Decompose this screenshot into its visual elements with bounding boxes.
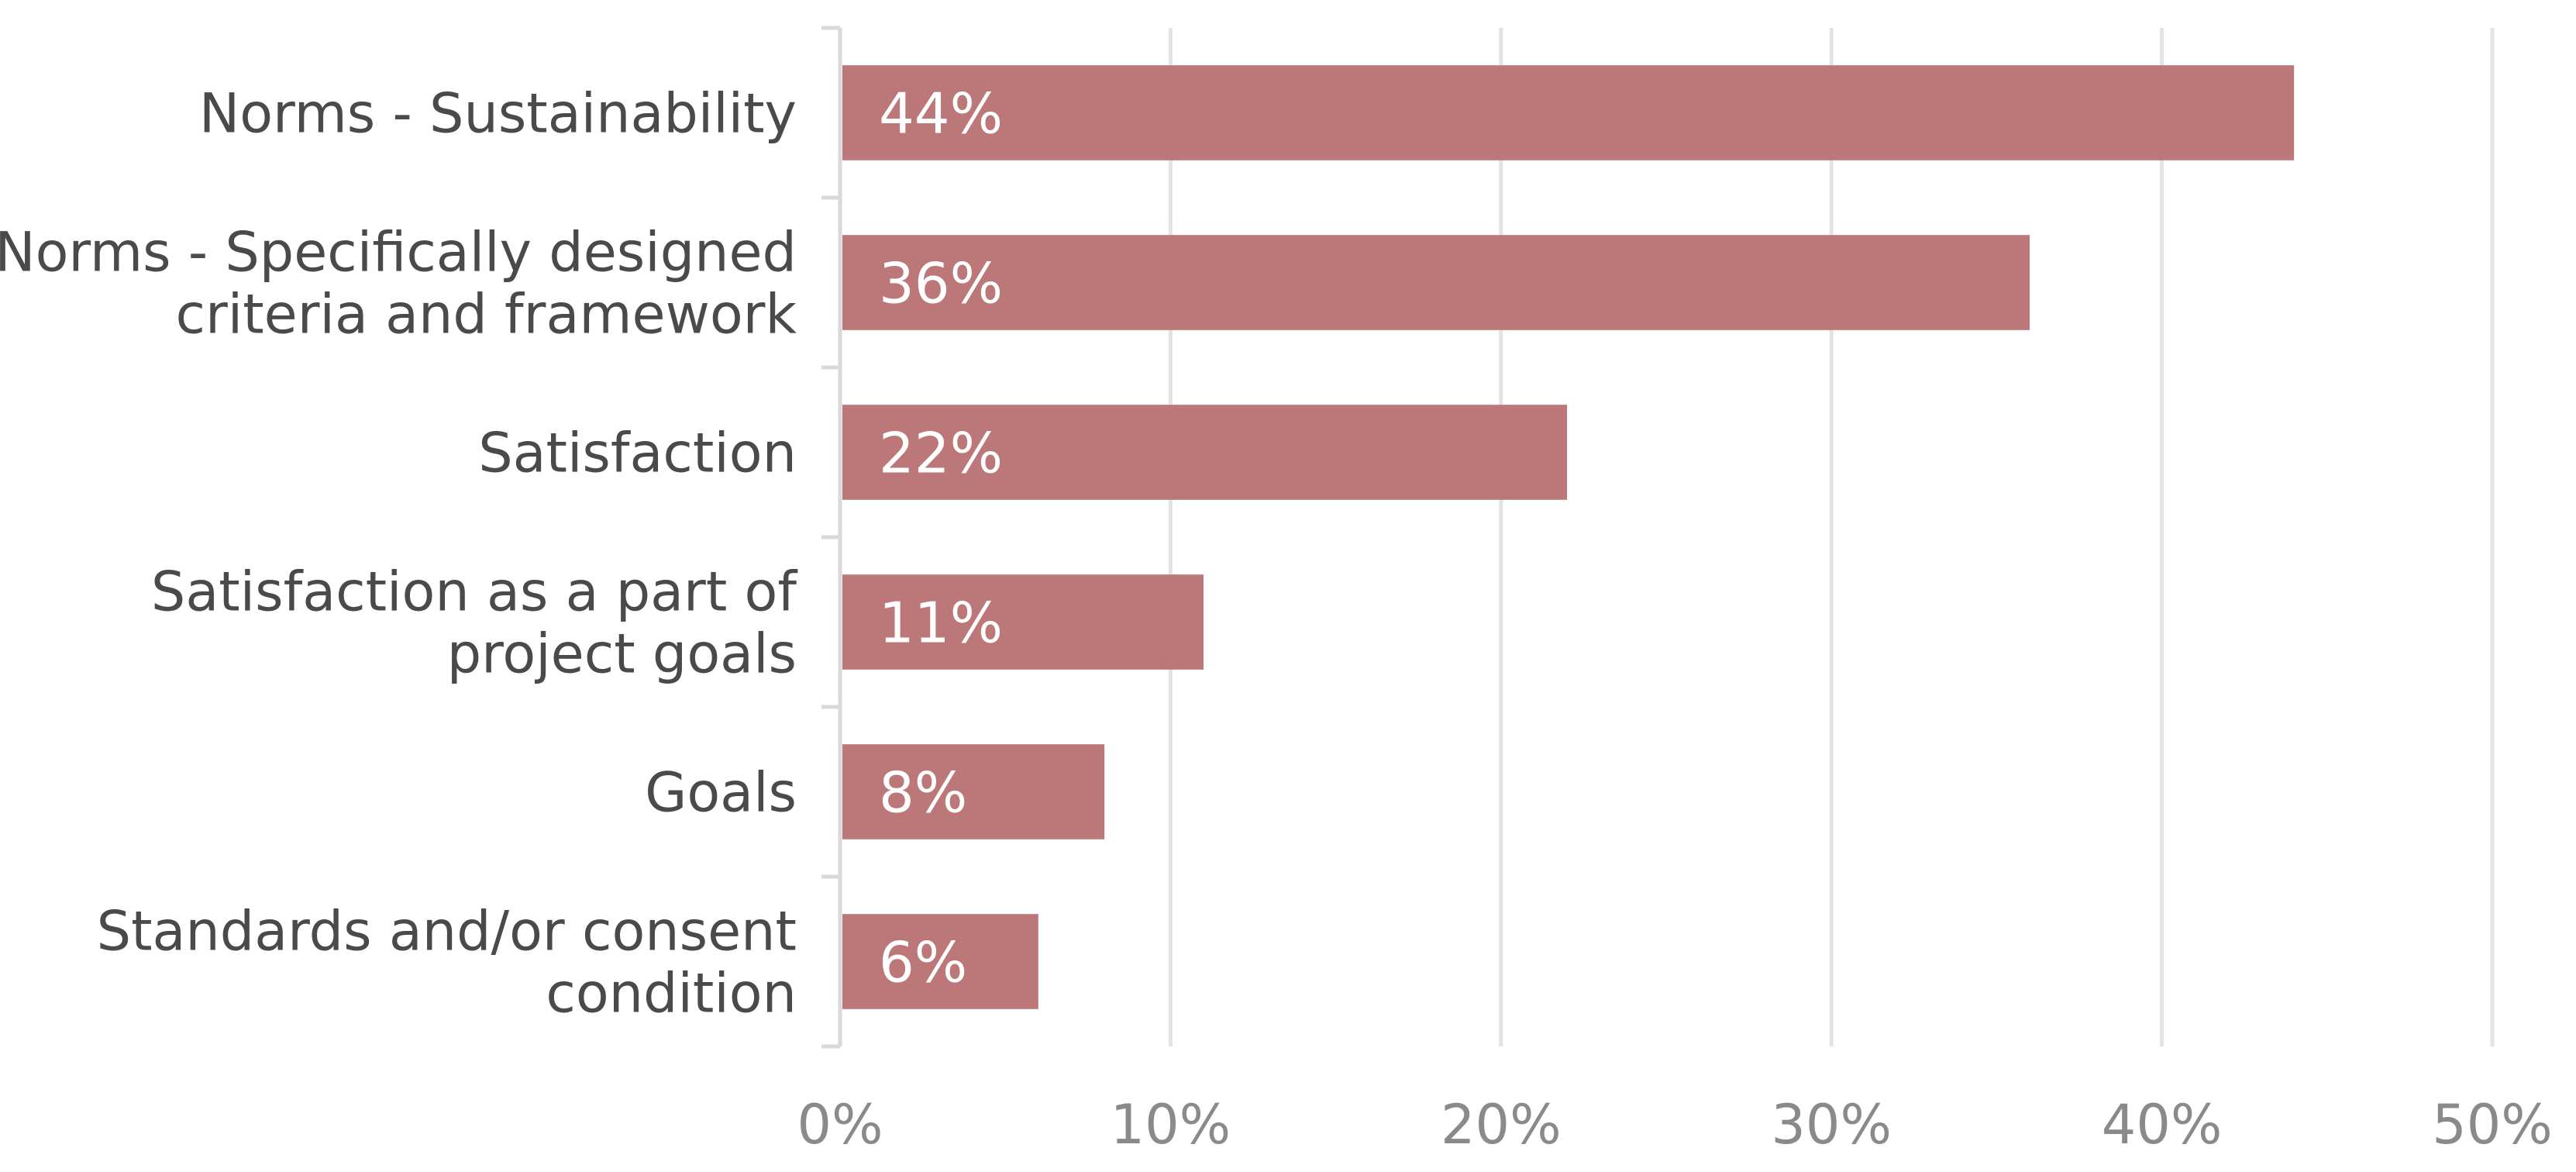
bar <box>842 65 2295 160</box>
x-tick-label: 0% <box>797 1093 883 1156</box>
category-label: Satisfaction <box>478 422 797 485</box>
data-label: 44% <box>879 81 1003 146</box>
category-label: Norms - Specifically designed <box>0 221 797 284</box>
x-tick-label: 10% <box>1111 1093 1231 1156</box>
category-label: Norms - Sustainability <box>199 82 797 146</box>
data-label: 22% <box>879 421 1003 486</box>
grid-lines <box>1168 28 2495 1046</box>
category-label: Satisfaction as a part of <box>151 560 797 624</box>
x-tick-label: 40% <box>2102 1093 2223 1156</box>
x-tick-label: 50% <box>2432 1093 2553 1156</box>
bar <box>842 574 1204 670</box>
bars <box>842 65 2295 1009</box>
bar <box>842 405 1568 500</box>
category-label: Standards and/or consent <box>97 900 797 963</box>
category-label: condition <box>546 962 797 1026</box>
bar <box>842 235 2030 330</box>
data-label: 8% <box>879 760 967 826</box>
labels: 0% 10% 20% 30% 40% 50% 44% Norms - Sustainabili… <box>0 81 2553 1157</box>
bar <box>842 914 1038 1009</box>
data-label: 6% <box>879 930 967 995</box>
x-tick-label: 20% <box>1441 1093 1562 1156</box>
category-label: Goals <box>645 761 797 825</box>
data-label: 36% <box>879 251 1003 316</box>
y-axis <box>821 26 842 1049</box>
category-label: criteria and framework <box>175 283 797 346</box>
x-tick-label: 30% <box>1771 1093 1892 1156</box>
category-label: project goals <box>447 622 797 686</box>
data-label: 11% <box>879 591 1003 656</box>
bar <box>842 744 1105 839</box>
